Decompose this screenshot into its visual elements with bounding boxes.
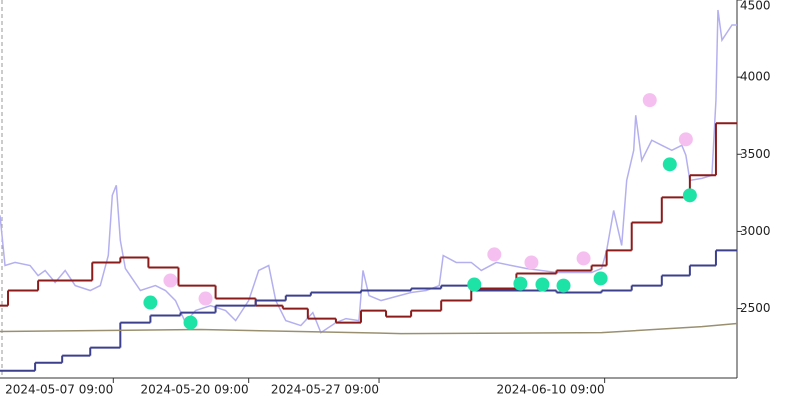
signal-marker: [487, 247, 502, 262]
signal-marker: [198, 291, 213, 306]
signal-marker: [163, 273, 178, 288]
price-line: [0, 9, 737, 334]
x-tick-label: 2024-05-20 09:00: [141, 383, 249, 397]
signal-marker: [576, 251, 591, 266]
y-tick-label: 2500: [740, 301, 771, 315]
signal-marker: [682, 188, 697, 203]
signal-marker: [556, 278, 571, 293]
signal-marker: [678, 132, 693, 147]
signal-marker: [535, 277, 550, 292]
y-tick-label: 4500: [740, 0, 771, 13]
x-tick-label: 2024-06-10 09:00: [497, 383, 605, 397]
x-tick-label: 2024-05-07 09:00: [5, 383, 113, 397]
signal-marker: [642, 93, 657, 108]
signal-marker: [467, 277, 482, 292]
signal-marker: [513, 276, 528, 291]
y-tick-label: 3500: [740, 147, 771, 161]
signal-marker: [593, 271, 608, 286]
signal-marker: [662, 157, 677, 172]
price-line: [0, 322, 738, 335]
y-tick-label: 4000: [740, 70, 771, 84]
y-tick-label: 3000: [740, 224, 771, 238]
signal-marker: [524, 255, 539, 270]
signal-marker: [143, 295, 158, 310]
signal-marker: [183, 315, 198, 330]
x-tick-label: 2024-05-27 09:00: [271, 383, 379, 397]
